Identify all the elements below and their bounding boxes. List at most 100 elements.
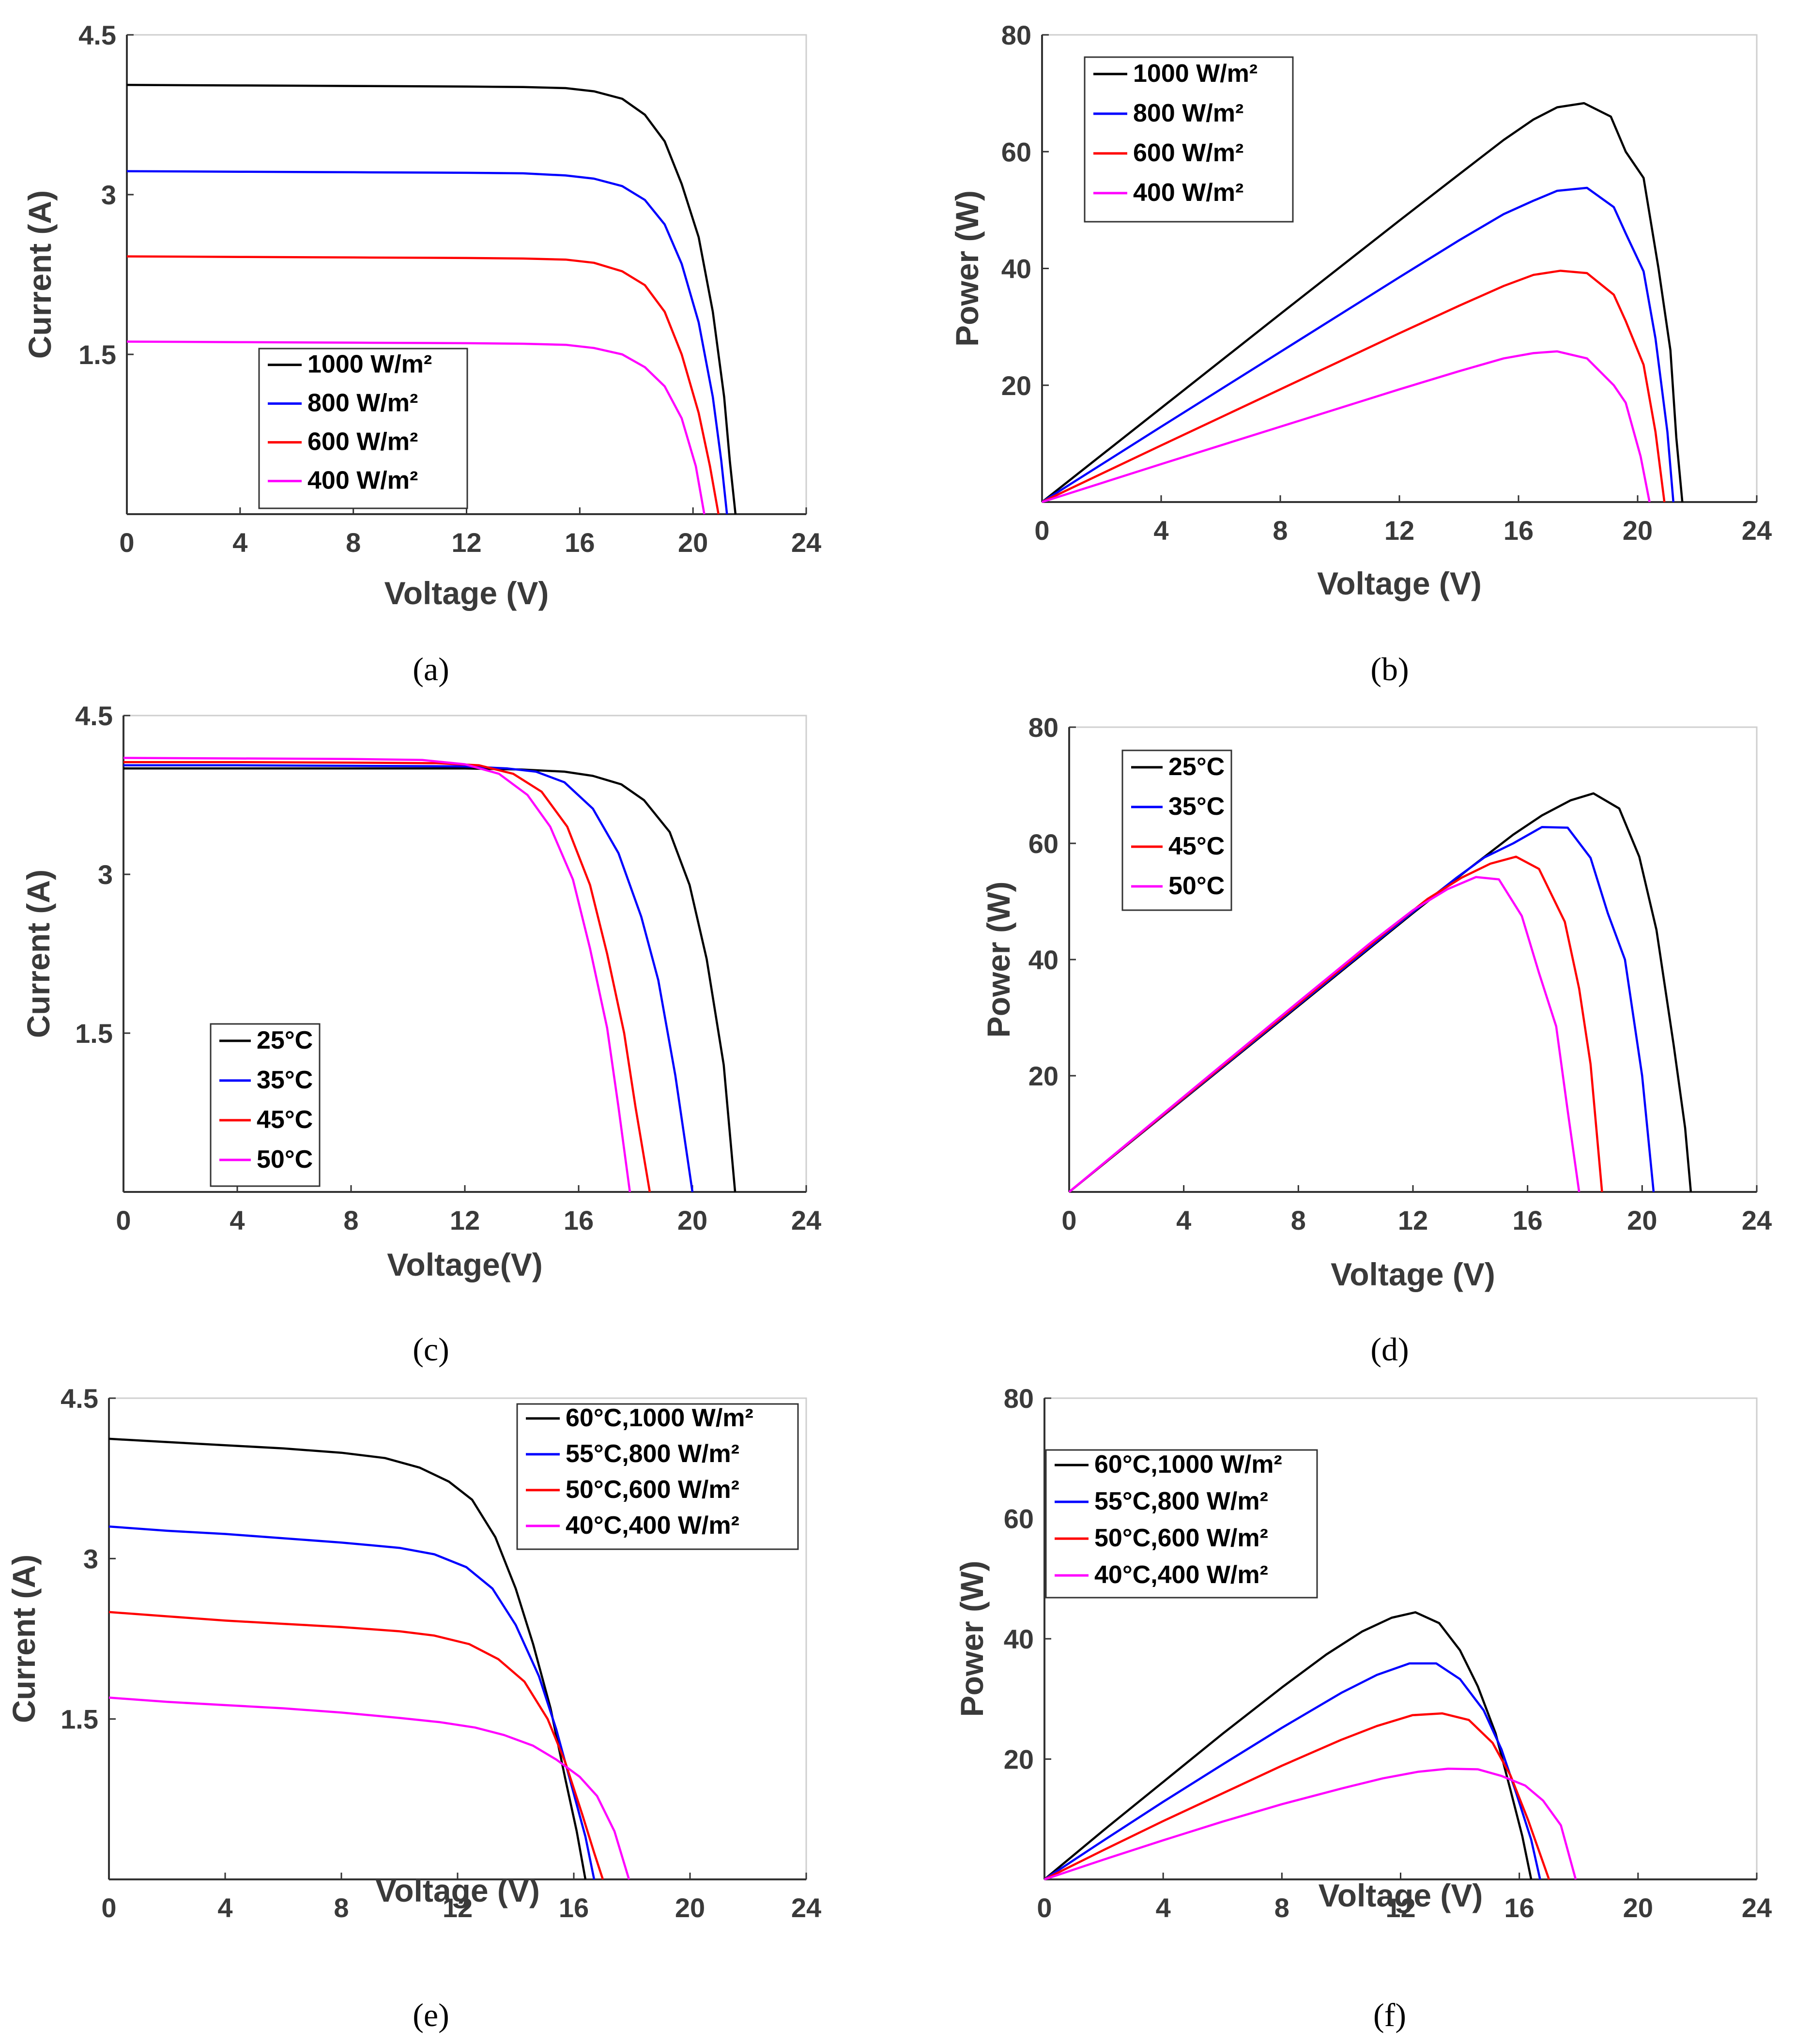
legend-entry: 400 W/m² — [1133, 179, 1243, 207]
series-line-3 — [108, 1611, 604, 1880]
x-tick-label: 24 — [1742, 515, 1772, 546]
legend-entry: 40°C,400 W/m² — [566, 1511, 739, 1540]
x-tick-label: 16 — [564, 1205, 594, 1236]
y-axis-label: Power (W) — [981, 882, 1016, 1038]
legend: 1000 W/m² 800 W/m² 600 W/m² 400 W/m² — [1084, 56, 1294, 223]
subfigure-caption: (f) — [1373, 1997, 1406, 2033]
series-line-4 — [108, 1696, 630, 1880]
chart-b: 0 4 8 12 16 20 24 20 40 60 80 Voltage (V) Power (W) 1… — [949, 20, 1772, 687]
chart-d: 0 4 8 12 16 20 24 20 40 60 80 Voltage (V) Power (W) 2… — [981, 712, 1772, 1368]
y-tick-label: 40 — [1004, 1624, 1034, 1654]
subfigure-caption: (b) — [1370, 651, 1409, 687]
x-tick-label: 20 — [675, 1892, 705, 1923]
x-tick-label: 4 — [1153, 515, 1168, 546]
series-line-2 — [126, 170, 728, 515]
chart-a: 0 4 8 12 16 20 24 1.5 3 4.5 Voltage (V) Current (A)… — [22, 20, 821, 687]
x-tick-label: 0 — [1034, 515, 1049, 546]
x-tick-label: 12 — [1398, 1205, 1428, 1236]
series-line-2 — [1043, 1662, 1541, 1880]
series-line-1 — [108, 1437, 587, 1880]
x-axis-label: Voltage (V) — [1319, 1877, 1483, 1913]
series-line-2 — [1041, 186, 1675, 503]
x-tick-label: 4 — [1176, 1205, 1191, 1236]
legend-entry: 40°C,400 W/m² — [1094, 1561, 1268, 1589]
legend: 60°C,1000 W/m² 55°C,800 W/m² 50°C,600 W/m²… — [516, 1403, 799, 1550]
x-tick-label: 20 — [1623, 1892, 1653, 1923]
x-tick-label: 8 — [346, 527, 361, 558]
x-axis-label: Voltage (V) — [1331, 1256, 1495, 1292]
x-tick-label: 8 — [334, 1892, 349, 1923]
x-tick-label: 24 — [791, 527, 821, 558]
y-tick-label: 80 — [1028, 712, 1059, 743]
x-tick-label: 8 — [1291, 1205, 1306, 1236]
x-tick-label: 12 — [1385, 1892, 1415, 1923]
x-tick-label: 0 — [1037, 1892, 1052, 1923]
legend-entry: 50°C,600 W/m² — [566, 1476, 739, 1504]
x-tick-label: 20 — [1623, 515, 1653, 546]
series-line-3 — [123, 761, 651, 1192]
y-tick-label: 60 — [1004, 1504, 1034, 1534]
legend-entry: 600 W/m² — [307, 428, 418, 456]
legend: 25°C 35°C 45°C 50°C — [1121, 749, 1232, 911]
y-tick-label: 20 — [1004, 1744, 1034, 1775]
legend-entry: 35°C — [1168, 793, 1225, 821]
legend: 25°C 35°C 45°C 50°C — [210, 1023, 321, 1187]
x-tick-label: 0 — [1061, 1205, 1076, 1236]
legend: 60°C,1000 W/m² 55°C,800 W/m² 50°C,600 W/m²… — [1045, 1449, 1318, 1599]
y-tick-label: 20 — [1001, 370, 1031, 401]
subfigure-caption: (c) — [413, 1331, 449, 1368]
legend-entry: 1000 W/m² — [1133, 60, 1258, 88]
y-tick-label: 20 — [1028, 1061, 1059, 1091]
legend-entry: 25°C — [1168, 753, 1225, 781]
x-tick-label: 12 — [443, 1892, 473, 1923]
x-tick-label: 16 — [1504, 515, 1534, 546]
x-tick-label: 20 — [678, 527, 708, 558]
legend-entry: 55°C,800 W/m² — [1094, 1487, 1268, 1515]
x-tick-label: 8 — [1273, 515, 1288, 546]
legend-entry: 25°C — [257, 1026, 313, 1054]
y-tick-label: 80 — [1001, 20, 1031, 50]
y-tick-label: 40 — [1001, 254, 1031, 284]
series-line-1 — [1043, 1611, 1533, 1880]
x-tick-label: 4 — [217, 1892, 232, 1923]
y-tick-label: 3 — [98, 859, 113, 890]
series-line-3 — [1042, 270, 1666, 503]
x-tick-label: 24 — [791, 1892, 821, 1923]
x-axis-label: Voltage (V) — [384, 575, 549, 611]
legend-entry: 50°C — [257, 1145, 313, 1174]
x-axis-label: Voltage(V) — [387, 1247, 542, 1282]
legend-entry: 45°C — [257, 1106, 313, 1134]
series-line-1 — [126, 84, 737, 515]
legend-entry: 600 W/m² — [1133, 139, 1243, 167]
legend-entry: 800 W/m² — [307, 389, 418, 417]
legend-box — [516, 1403, 799, 1550]
y-tick-label: 3 — [83, 1543, 98, 1574]
legend-entry: 35°C — [257, 1066, 313, 1094]
chart-f: 0 4 8 12 16 20 24 20 40 60 80 Voltage (V) Power (W) 6… — [954, 1383, 1772, 2033]
legend-box — [1045, 1449, 1318, 1599]
y-tick-label: 1.5 — [75, 1018, 113, 1049]
legend-box — [1121, 749, 1232, 911]
chart-e: 0 4 8 12 16 20 24 1.5 3 4.5 Voltage (V) Current (A)… — [6, 1383, 821, 2033]
x-tick-label: 4 — [232, 527, 247, 558]
y-axis-label: Power (W) — [954, 1561, 990, 1717]
legend-entry: 1000 W/m² — [307, 351, 432, 379]
x-tick-label: 24 — [1742, 1892, 1772, 1923]
x-tick-label: 12 — [450, 1205, 480, 1236]
y-tick-label: 80 — [1004, 1383, 1034, 1414]
series-line-3 — [1043, 1712, 1550, 1881]
y-axis-label: Power (W) — [949, 190, 985, 347]
series-line-1 — [123, 767, 736, 1192]
chart-c: 0 4 8 12 16 20 24 1.5 3 4.5 Voltage(V) Current (A) 2… — [20, 701, 821, 1368]
y-tick-label: 40 — [1028, 945, 1059, 975]
series-line-3 — [1068, 855, 1603, 1193]
y-tick-label: 60 — [1001, 137, 1031, 167]
legend-entry: 50°C — [1168, 872, 1225, 900]
y-tick-label: 4.5 — [75, 701, 113, 731]
x-tick-label: 0 — [116, 1205, 131, 1236]
y-tick-label: 4.5 — [78, 20, 116, 50]
x-tick-label: 20 — [677, 1205, 707, 1236]
series-line-4 — [1042, 350, 1651, 503]
y-tick-label: 1.5 — [61, 1704, 98, 1735]
legend-entry: 800 W/m² — [1133, 99, 1243, 127]
